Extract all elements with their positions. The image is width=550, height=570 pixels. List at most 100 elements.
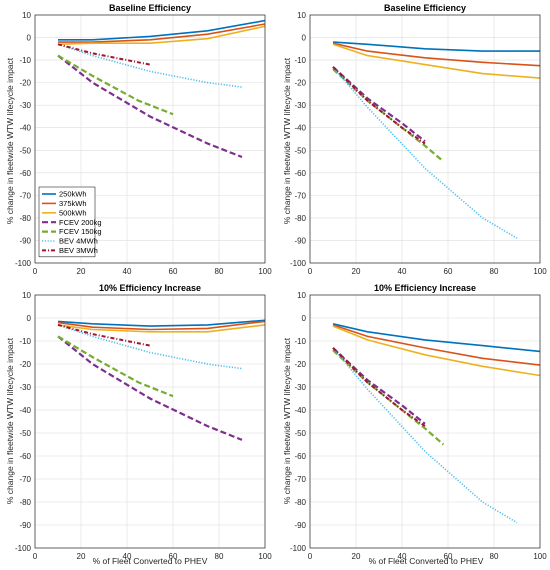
series-line-fcev-200kg [57,54,243,159]
axes-frame [309,14,541,264]
y-tick-label: -50 [294,146,306,155]
axes-frame [34,294,266,549]
y-tick-label: -20 [19,360,31,369]
legend-label: BEV 4MWh [59,237,98,246]
series-line-bev-3mwh [332,347,426,427]
legend-label: FCEV 150kg [59,227,102,236]
y-tick-label: -40 [294,124,306,133]
axes-frame [34,14,266,264]
series-line-250kwh [57,319,265,327]
x-tick-label: 0 [308,267,313,276]
x-tick-label: 40 [398,267,407,276]
y-tick-label: -80 [294,214,306,223]
y-tick-label: -10 [19,56,31,65]
y-tick-label: -70 [294,191,306,200]
series-line-fcev-200kg [332,347,426,425]
x-tick-label: 60 [444,267,453,276]
y-tick-label: -70 [19,475,31,484]
x-tick-label: 40 [398,552,407,561]
series-line-375kwh [332,324,540,366]
chart-title: Baseline Efficiency [384,3,466,13]
series-line-250kwh [58,19,265,41]
chart-title: 10% Efficiency Increase [374,283,476,293]
series-line-500kwh [57,324,265,333]
y-tick-label: -10 [294,337,306,346]
y-axis-label-top: % change in fleetwide WTW lifecycle impa… [5,57,15,224]
y-tick-label: -90 [19,236,31,245]
series-line-500kwh [332,325,540,377]
y-tick-label: -60 [294,169,306,178]
plot-area [35,295,265,548]
x-tick-label: 100 [533,552,547,561]
y-tick-label: 10 [297,11,306,20]
y-tick-label: -80 [294,498,306,507]
y-tick-label: -40 [19,124,31,133]
series-line-bev-3mwh [57,43,151,66]
x-tick-label: 100 [533,267,547,276]
y-tick-label: -60 [19,169,31,178]
legend-label: 375kWh [59,199,87,208]
y-tick-label: 0 [27,34,32,43]
series-line-bev-4mwh [57,43,243,88]
y-tick-label: -10 [19,337,31,346]
y-tick-label: -30 [294,101,306,110]
x-tick-label: 80 [215,552,224,561]
y-tick-label: -20 [19,79,31,88]
series-line-375kwh [57,320,265,331]
y-tick-label: -30 [19,383,31,392]
y-tick-label: -100 [15,544,32,553]
y-tick-label: -40 [294,406,306,415]
y-tick-label: -10 [294,56,306,65]
y-tick-label: -50 [294,429,306,438]
y-tick-label: -90 [19,521,31,530]
y-tick-label: 10 [22,11,31,20]
y-tick-label: -70 [294,475,306,484]
axes-frame [309,294,541,549]
x-tick-label: 40 [123,552,132,561]
y-tick-label: -40 [19,406,31,415]
series-line-bev-3mwh [332,66,426,145]
y-tick-label: -30 [294,383,306,392]
y-axis-label-bottom-right: % change in fleetwide WTW lifecycle impa… [282,337,292,504]
x-tick-label: 60 [169,267,178,276]
y-tick-label: 0 [302,314,307,323]
legend-box [38,186,96,258]
x-tick-label: 0 [308,552,313,561]
x-tick-label: 60 [444,552,453,561]
series-line-fcev-200kg [57,335,243,441]
x-tick-label: 20 [352,552,361,561]
x-tick-label: 100 [258,552,272,561]
y-tick-label: 10 [22,291,31,300]
plot-area [310,295,540,548]
y-tick-label: 0 [27,314,32,323]
series-line-375kwh [58,23,265,43]
x-tick-label: 0 [33,552,38,561]
x-axis-label-left: % of Fleet Converted to PHEV [93,556,208,566]
x-tick-label: 20 [352,267,361,276]
y-tick-label: -100 [15,259,32,268]
y-tick-label: -20 [294,360,306,369]
plot-area [310,15,540,263]
x-axis-label-right: % of Fleet Converted to PHEV [369,556,484,566]
x-tick-label: 60 [169,552,178,561]
series-line-250kwh [332,41,540,52]
series-line-375kwh [332,42,540,67]
x-tick-label: 40 [123,267,132,276]
y-tick-label: -30 [19,101,31,110]
series-line-bev-4mwh [57,324,243,370]
legend-label: BEV 3MWh [59,246,98,255]
y-axis-label-top-right: % change in fleetwide WTW lifecycle impa… [282,57,292,224]
x-tick-label: 20 [77,552,86,561]
legend-label: FCEV 200kg [59,218,102,227]
series-line-fcev-200kg [332,66,426,143]
y-tick-label: -50 [19,429,31,438]
y-tick-label: -60 [19,452,31,461]
series-line-bev-3mwh [57,323,151,347]
x-tick-label: 0 [33,267,38,276]
x-tick-label: 80 [490,552,499,561]
y-tick-label: 10 [297,291,306,300]
